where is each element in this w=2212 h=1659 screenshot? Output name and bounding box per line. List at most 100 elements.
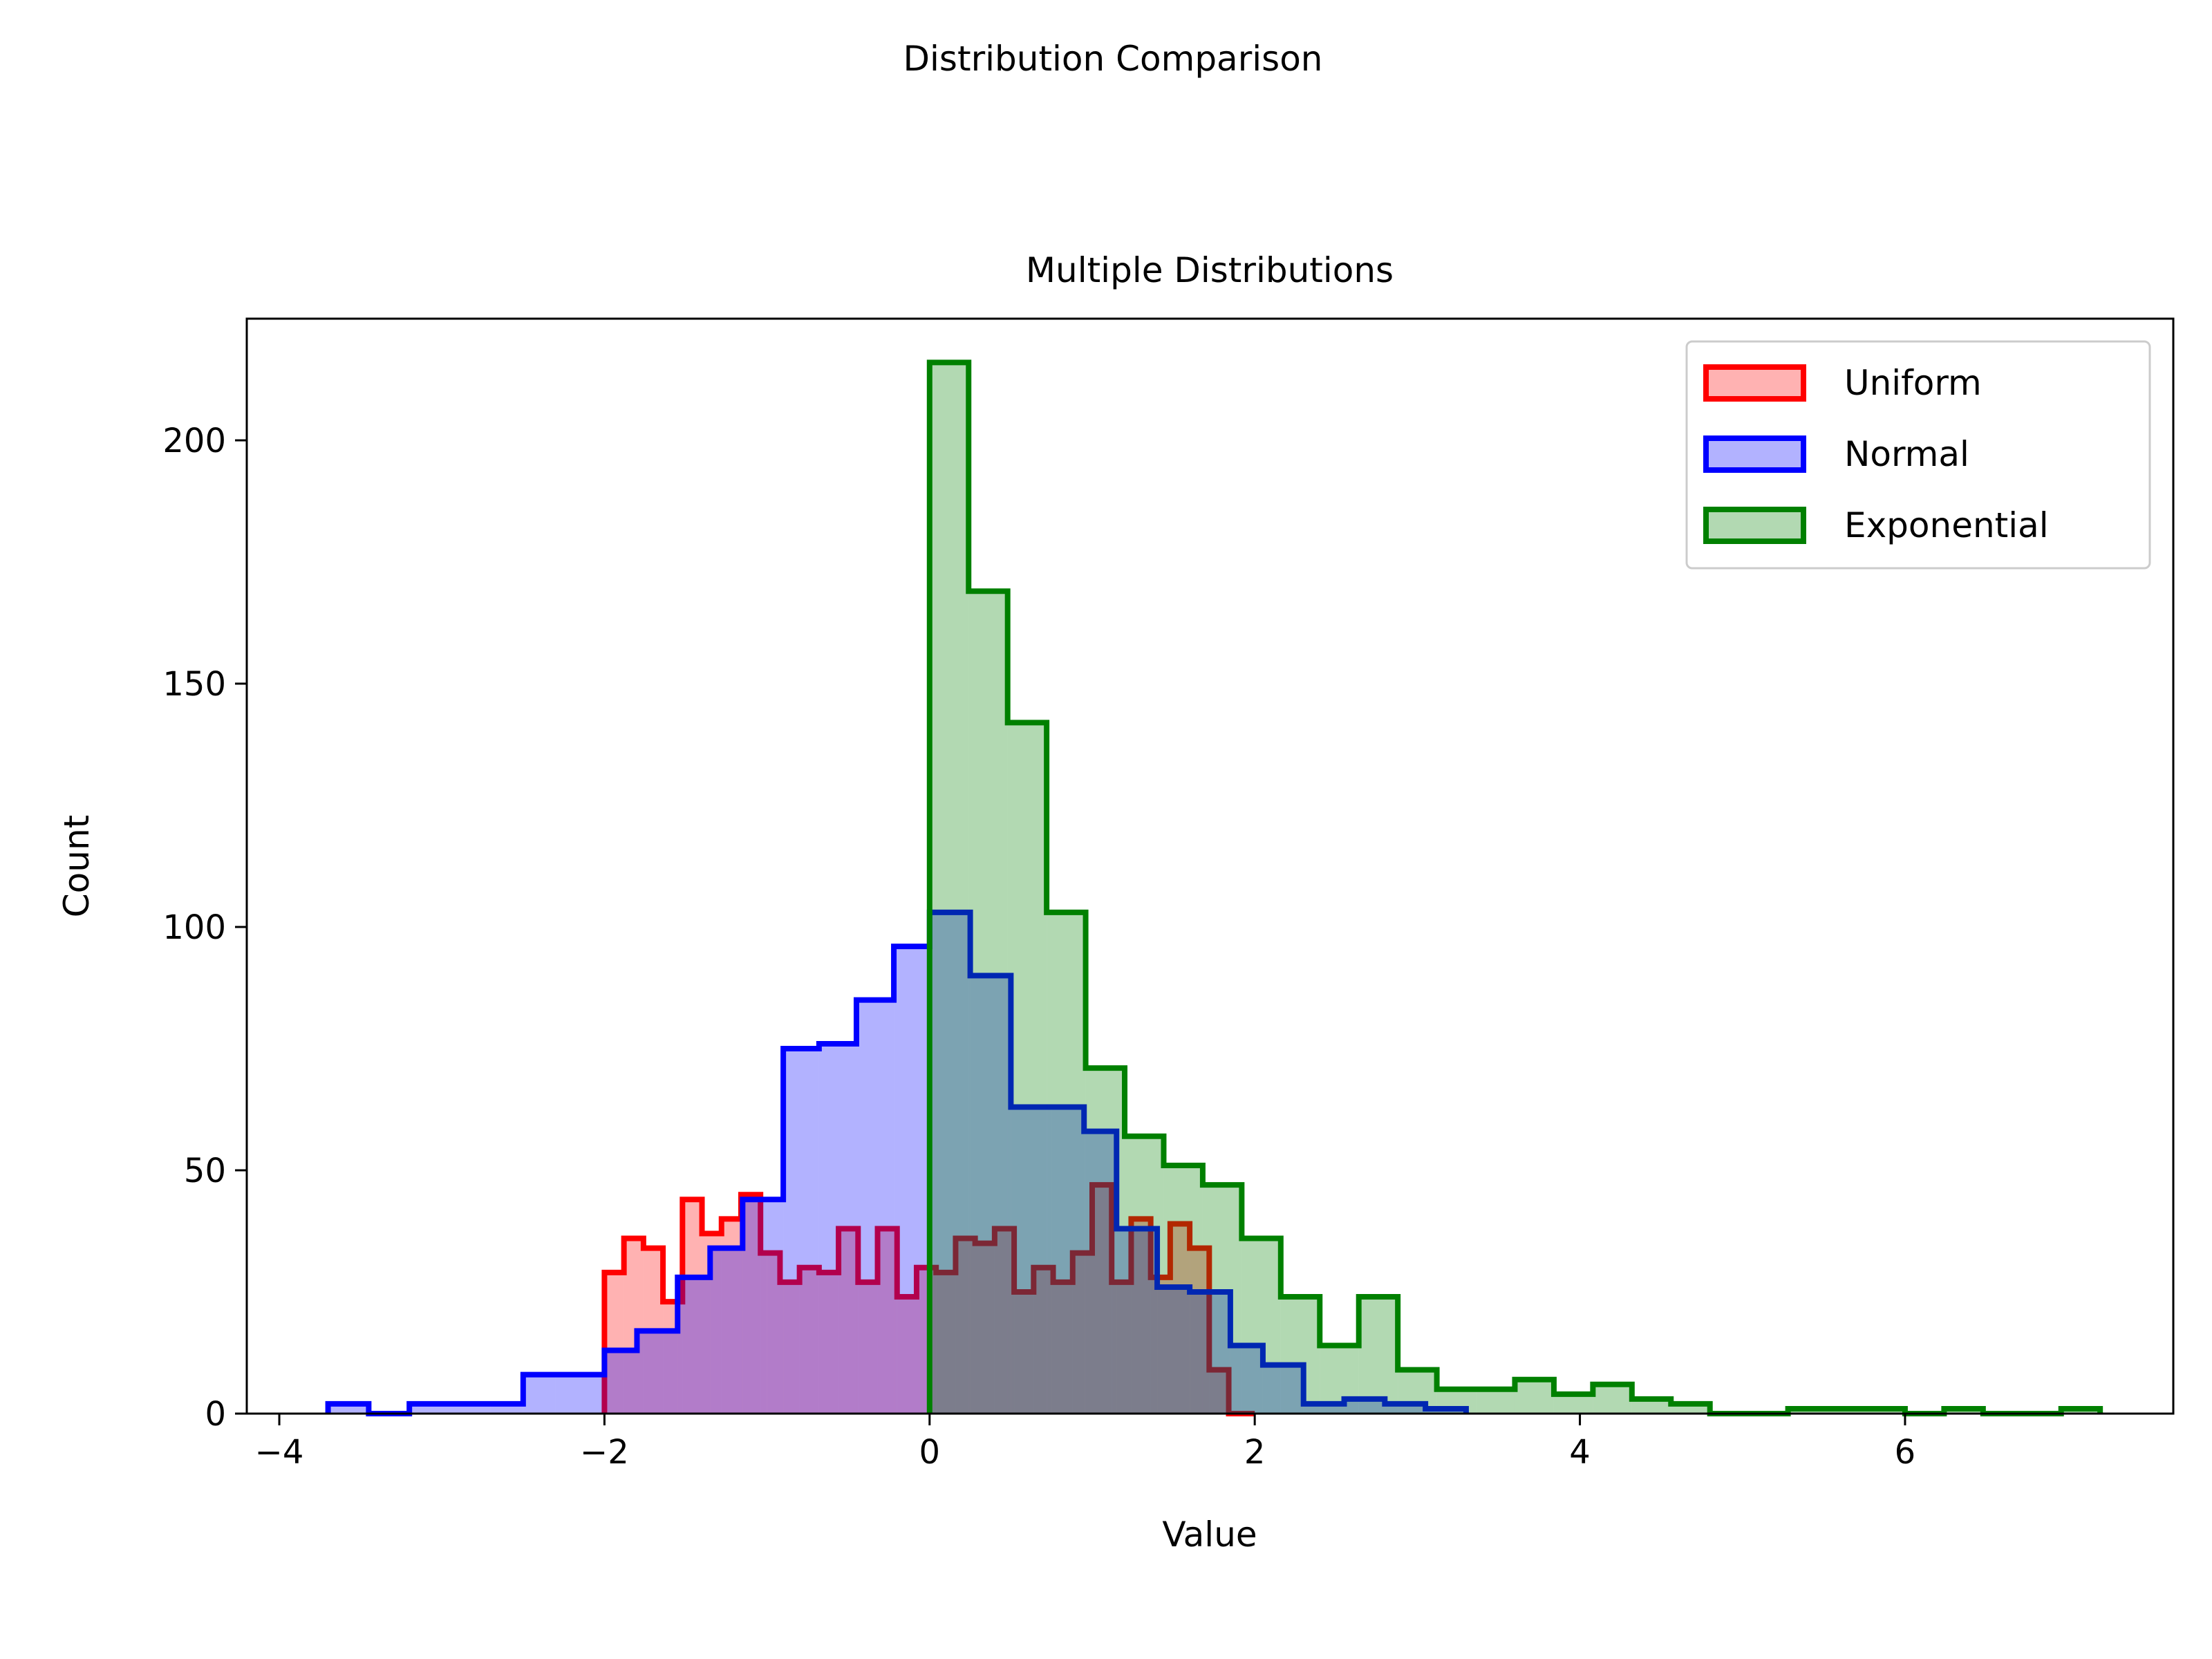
legend-label: Normal [1844, 434, 1969, 474]
histogram-bar [968, 591, 1008, 1414]
histogram-bar [1112, 1282, 1132, 1414]
legend-swatch [1703, 507, 1806, 544]
legend-entries: Uniform Normal Exponential [1703, 363, 2049, 545]
legend-swatch-bg [1706, 509, 1803, 541]
x-tick-label: 0 [919, 1433, 941, 1472]
histogram-bar [1230, 1345, 1263, 1414]
histogram-bar [897, 1297, 917, 1414]
legend-label: Uniform [1844, 363, 1982, 403]
histogram-bar [818, 1272, 839, 1414]
series-normal [325, 909, 1469, 1416]
histogram-bar [780, 1282, 800, 1414]
histogram-bar [955, 1238, 975, 1414]
x-tick-label: 2 [1244, 1433, 1266, 1472]
legend-entry-uniform: Uniform [1703, 363, 1982, 403]
histogram-bar [1014, 1292, 1034, 1414]
histogram-bar [1116, 1228, 1158, 1414]
histogram-bar [767, 1199, 784, 1414]
legend: Uniform Normal Exponential [1685, 340, 2151, 570]
series-exponential [926, 359, 2103, 1416]
histogram-bar [1131, 1219, 1151, 1414]
histogram-bar [894, 946, 930, 1414]
histogram-bar [624, 1238, 644, 1414]
plot-frame [245, 317, 2175, 1415]
histogram-bar [818, 1043, 856, 1414]
histogram-bar [1631, 1398, 1671, 1414]
histogram-bar [742, 1199, 767, 1414]
y-tick-label: 50 [184, 1152, 226, 1190]
series-layer [325, 359, 2103, 1416]
histogram-bar [1011, 1107, 1052, 1414]
x-tick-label: 6 [1895, 1433, 1916, 1472]
histogram-bar [799, 1267, 819, 1414]
histogram-bar [877, 1228, 897, 1414]
x-tick-label: 4 [1569, 1433, 1591, 1472]
histogram-bar [916, 1267, 937, 1414]
histogram-bar [1515, 1379, 1554, 1414]
histogram-bar [1007, 722, 1047, 1414]
histogram-bar [838, 1228, 859, 1414]
histogram-bar [1085, 1068, 1125, 1414]
histogram-bar [858, 1282, 878, 1414]
chart-title: Multiple Distributions [1026, 250, 1394, 290]
x-axis: −4 −2 0 2 4 6 [255, 1414, 1916, 1472]
legend-entry-normal: Normal [1703, 434, 1969, 474]
x-axis-label: Value [1162, 1515, 1257, 1555]
histogram-bar [1051, 1107, 1085, 1414]
histogram-bar [1125, 1136, 1164, 1414]
legend-entry-exponential: Exponential [1703, 505, 2049, 545]
x-tick-label: −4 [255, 1433, 304, 1472]
histogram-bar [710, 1248, 743, 1414]
histogram-bar [936, 1272, 956, 1414]
legend-swatch [1703, 435, 1806, 473]
histogram-bar [1553, 1394, 1593, 1414]
histogram-bar [682, 1199, 702, 1414]
histogram-bar [1053, 1282, 1073, 1414]
y-tick-label: 100 [162, 908, 226, 947]
series-outline [325, 909, 1469, 1416]
histogram-bar [1436, 1389, 1477, 1414]
histogram-bar [1084, 1131, 1117, 1414]
histogram-bar [1157, 1286, 1190, 1414]
series-outline [926, 359, 2103, 1416]
histogram-bar [1047, 912, 1086, 1414]
histogram-bar [523, 1374, 556, 1414]
histogram-bar [856, 1000, 894, 1414]
histogram-bar [1476, 1389, 1515, 1414]
histogram-bar [555, 1374, 605, 1414]
y-tick-label: 200 [162, 422, 226, 460]
histogram-bar [604, 1350, 637, 1414]
histogram-bar [1262, 1365, 1304, 1414]
histogram-bar [1280, 1297, 1320, 1414]
histogram-bar [1190, 1248, 1210, 1414]
histogram-bar [1344, 1398, 1385, 1414]
histogram-bar [1209, 1369, 1229, 1414]
histogram-bar [1170, 1224, 1190, 1414]
histogram-bar [604, 1272, 624, 1414]
histogram-bar [1033, 1267, 1053, 1414]
histogram-bar [975, 1243, 995, 1414]
y-tick-label: 150 [162, 665, 226, 704]
histogram-bar [1163, 1165, 1203, 1414]
histogram-bar [1241, 1238, 1281, 1414]
y-tick-label: 0 [205, 1395, 226, 1434]
histogram-bar [1398, 1369, 1437, 1414]
histogram-bar [970, 975, 1011, 1414]
figure-suptitle: Distribution Comparison [903, 39, 1323, 79]
histogram-bar [637, 1331, 678, 1414]
histogram-bar [1358, 1297, 1398, 1414]
y-axis: 0 50 100 150 200 [162, 422, 247, 1434]
histogram-bar [783, 1049, 819, 1414]
legend-label: Exponential [1844, 505, 2049, 545]
series-outline [601, 1182, 1255, 1416]
legend-swatch [1703, 364, 1806, 402]
histogram-bar [721, 1219, 741, 1414]
histogram-bar [1593, 1384, 1632, 1414]
histogram-bar [1202, 1185, 1242, 1414]
histogram-bar [929, 362, 969, 1414]
histogram-bar [1190, 1292, 1230, 1414]
x-tick-label: −2 [580, 1433, 629, 1472]
histogram-bar [677, 1277, 711, 1414]
y-axis-label: Count [57, 815, 97, 918]
